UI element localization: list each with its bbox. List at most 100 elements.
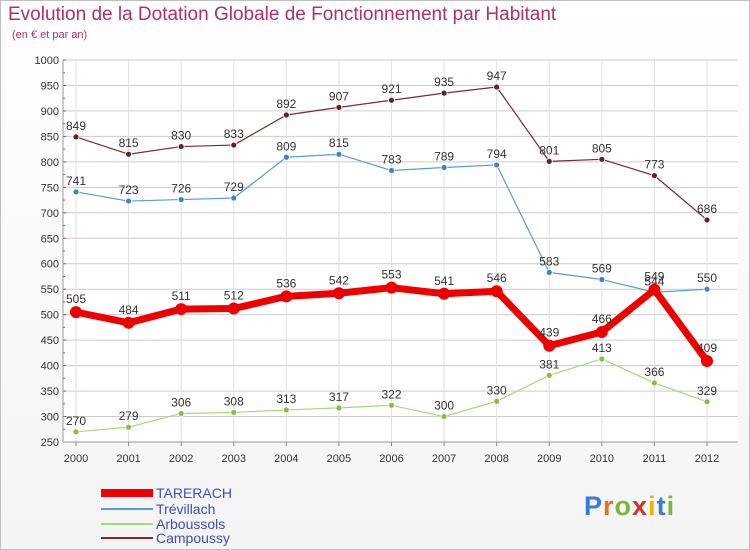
legend-swatch-campoussy bbox=[101, 537, 153, 539]
data-label-tarerach-2011: 549 bbox=[644, 270, 664, 284]
data-label-tr-villach-2008: 794 bbox=[487, 147, 507, 161]
legend-swatch-trevillach bbox=[101, 508, 153, 510]
y-tick-label-700: 700 bbox=[41, 208, 59, 220]
data-point-campoussy-2004 bbox=[282, 111, 290, 119]
y-tick-label-850: 850 bbox=[41, 131, 59, 143]
data-label-tr-villach-2009: 583 bbox=[539, 254, 559, 268]
data-label-arboussols-2006: 322 bbox=[381, 387, 401, 401]
data-label-tr-villach-2007: 789 bbox=[434, 149, 454, 163]
y-tick-label-400: 400 bbox=[41, 361, 59, 373]
data-point-tr-villach-2001 bbox=[125, 197, 132, 205]
x-tick-label-2002: 2002 bbox=[169, 453, 193, 465]
data-label-campoussy-2000: 849 bbox=[66, 119, 86, 133]
data-point-tarerach-2012 bbox=[701, 355, 713, 368]
logo-letter: x bbox=[632, 491, 649, 521]
legend-label-tarerach: TARERACH bbox=[156, 485, 232, 501]
data-point-campoussy-2006 bbox=[388, 96, 395, 104]
data-label-campoussy-2002: 830 bbox=[171, 129, 191, 143]
data-point-tr-villach-2009 bbox=[545, 268, 553, 276]
data-point-tarerach-2007 bbox=[438, 287, 451, 300]
data-point-campoussy-2003 bbox=[230, 141, 238, 149]
data-point-tarerach-2003 bbox=[227, 302, 240, 315]
data-point-tarerach-2006 bbox=[385, 281, 398, 294]
y-tick-label-550: 550 bbox=[41, 284, 59, 296]
data-point-tarerach-2008 bbox=[490, 285, 503, 298]
data-point-tarerach-2000 bbox=[70, 306, 82, 319]
data-label-arboussols-2009: 381 bbox=[539, 357, 559, 371]
data-point-arboussols-2004 bbox=[282, 406, 290, 414]
data-label-arboussols-2008: 330 bbox=[487, 383, 507, 397]
data-point-tarerach-2009 bbox=[543, 339, 556, 352]
data-label-campoussy-2001: 815 bbox=[119, 136, 139, 150]
data-point-campoussy-2011 bbox=[651, 172, 658, 180]
data-point-tr-villach-2006 bbox=[388, 167, 395, 174]
data-label-campoussy-2004: 892 bbox=[276, 97, 296, 111]
data-label-tarerach-2002: 511 bbox=[172, 289, 191, 303]
data-point-arboussols-2002 bbox=[177, 410, 185, 417]
y-tick-label-800: 800 bbox=[41, 157, 59, 169]
y-tick-label-300: 300 bbox=[41, 412, 59, 424]
data-label-arboussols-2002: 306 bbox=[171, 395, 191, 409]
data-point-arboussols-2009 bbox=[545, 371, 553, 379]
data-label-tarerach-2012: 409 bbox=[697, 341, 717, 355]
data-point-tr-villach-2003 bbox=[230, 194, 238, 202]
data-point-arboussols-2007 bbox=[440, 413, 448, 420]
data-label-arboussols-2011: 366 bbox=[644, 365, 664, 379]
data-point-tarerach-2005 bbox=[332, 287, 345, 300]
data-label-arboussols-2005: 317 bbox=[329, 390, 349, 404]
data-label-campoussy-2009: 801 bbox=[539, 143, 559, 157]
data-point-tr-villach-2012 bbox=[703, 285, 711, 293]
data-label-tarerach-2000: 505 bbox=[66, 292, 86, 306]
x-tick-label-2006: 2006 bbox=[379, 453, 403, 465]
data-label-arboussols-2001: 279 bbox=[119, 409, 139, 423]
x-tick-label-2008: 2008 bbox=[484, 453, 508, 465]
y-tick-label-600: 600 bbox=[41, 259, 59, 271]
logo-letter: r bbox=[603, 491, 615, 521]
data-point-tr-villach-2007 bbox=[440, 164, 448, 171]
data-point-campoussy-2008 bbox=[493, 83, 501, 91]
data-point-arboussols-2003 bbox=[230, 409, 238, 416]
logo-letter: P bbox=[584, 491, 604, 521]
data-point-arboussols-2012 bbox=[703, 398, 711, 406]
y-tick-label-950: 950 bbox=[41, 80, 59, 92]
data-label-tarerach-2006: 553 bbox=[381, 268, 401, 282]
data-point-tarerach-2011 bbox=[648, 283, 661, 296]
y-tick-label-500: 500 bbox=[41, 310, 59, 322]
x-tick-label-2004: 2004 bbox=[274, 453, 298, 465]
y-tick-label-450: 450 bbox=[41, 335, 59, 347]
data-label-tarerach-2004: 536 bbox=[276, 276, 296, 290]
chart-subtitle: (en € et par an) bbox=[12, 29, 88, 41]
data-label-arboussols-2007: 300 bbox=[434, 399, 454, 413]
data-label-tr-villach-2006: 783 bbox=[381, 153, 401, 167]
y-tick-label-350: 350 bbox=[41, 386, 59, 398]
data-label-tr-villach-2004: 809 bbox=[276, 139, 296, 153]
data-point-arboussols-2010 bbox=[598, 355, 606, 363]
x-tick-label-2007: 2007 bbox=[432, 453, 456, 465]
data-label-tarerach-2007: 541 bbox=[434, 274, 454, 288]
data-label-campoussy-2010: 805 bbox=[592, 141, 612, 155]
data-label-tr-villach-2000: 741 bbox=[66, 174, 86, 188]
data-label-campoussy-2006: 921 bbox=[381, 82, 401, 96]
data-label-tr-villach-2005: 815 bbox=[329, 136, 349, 150]
data-label-arboussols-2003: 308 bbox=[224, 394, 244, 408]
logo-letter: i bbox=[648, 491, 657, 521]
x-tick-label-2012: 2012 bbox=[695, 453, 719, 465]
y-tick-label-650: 650 bbox=[41, 233, 59, 245]
data-point-tarerach-2004 bbox=[280, 290, 293, 303]
data-label-arboussols-2004: 313 bbox=[276, 392, 296, 406]
data-point-campoussy-2001 bbox=[125, 150, 132, 158]
y-tick-label-250: 250 bbox=[41, 437, 59, 449]
data-label-tr-villach-2012: 550 bbox=[697, 271, 717, 285]
x-tick-label-2011: 2011 bbox=[643, 453, 667, 465]
data-label-arboussols-2012: 329 bbox=[697, 384, 717, 398]
chart-title: Evolution de la Dotation Globale de Fonc… bbox=[8, 4, 557, 25]
data-label-arboussols-2000: 270 bbox=[66, 414, 86, 428]
data-label-tarerach-2009: 439 bbox=[539, 326, 559, 340]
data-label-campoussy-2012: 686 bbox=[697, 202, 717, 216]
data-point-arboussols-2008 bbox=[493, 397, 501, 405]
data-point-tarerach-2010 bbox=[595, 325, 608, 338]
data-point-campoussy-2000 bbox=[72, 133, 80, 141]
data-point-campoussy-2010 bbox=[598, 155, 606, 163]
